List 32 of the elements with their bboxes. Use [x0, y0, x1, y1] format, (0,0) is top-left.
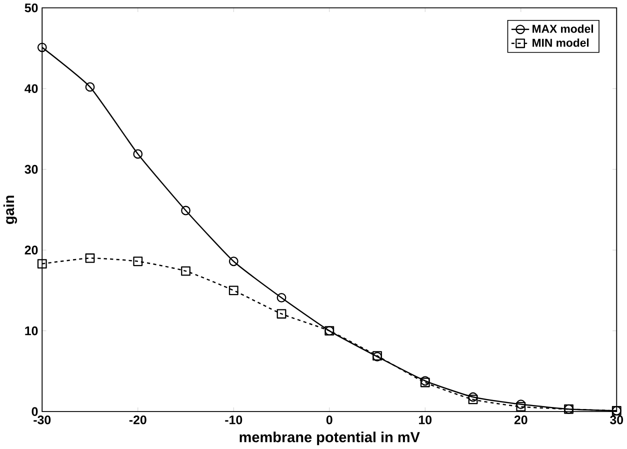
x-tick-label: -30	[34, 416, 51, 424]
x-tick-label: 30	[610, 416, 624, 424]
point	[133, 149, 143, 159]
x-tick-label: 20	[514, 416, 528, 424]
y-tick-label: 10	[25, 326, 38, 336]
x-axis-title: membrane potential in mV	[240, 432, 420, 446]
y-axis-title: gain	[3, 196, 18, 224]
point	[85, 82, 95, 92]
point	[133, 256, 143, 266]
legend-label: MIN model	[532, 38, 589, 48]
x-tick-label: 0	[326, 416, 332, 424]
y-tick-label: 50	[24, 4, 38, 12]
point	[276, 309, 286, 319]
point	[37, 259, 47, 269]
point	[468, 392, 478, 402]
point	[181, 266, 190, 276]
x-tick-label: 10	[419, 416, 432, 424]
point	[37, 42, 47, 52]
point	[516, 402, 526, 412]
point	[228, 286, 238, 296]
point	[276, 293, 286, 303]
point	[85, 254, 95, 264]
legend-label: MAX model	[532, 24, 593, 34]
point	[468, 394, 478, 404]
x-tick-label: -10	[225, 416, 242, 424]
y-tick-label: 40	[24, 84, 38, 94]
y-tick-label: 30	[24, 165, 38, 174]
point	[181, 206, 190, 216]
y-tick-label: 20	[24, 246, 38, 255]
x-tick-label: -20	[129, 416, 146, 424]
y-tick-label: 0	[32, 407, 38, 416]
point	[228, 256, 238, 266]
